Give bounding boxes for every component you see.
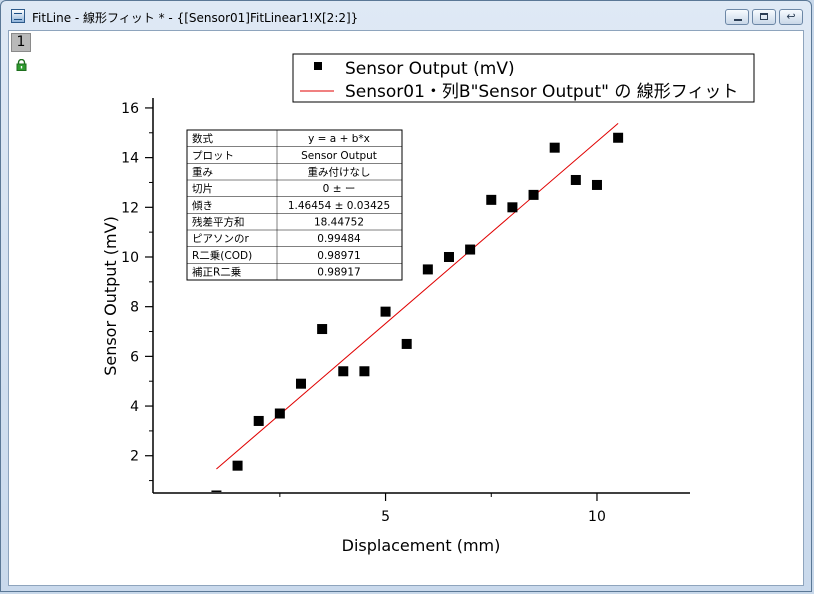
restore-button[interactable]: [779, 9, 803, 25]
y-tick-label: 2: [130, 449, 139, 465]
y-tick-label: 10: [121, 250, 139, 266]
legend-frame: [292, 53, 755, 103]
table-cell-value: 0.98917: [317, 267, 360, 279]
data-point[interactable]: [317, 324, 328, 335]
window-title: FitLine - 線形フィット * - {[Sensor01]FitLinea…: [32, 11, 359, 25]
x-tick-label: 10: [588, 509, 606, 525]
y-tick-label: 16: [121, 101, 139, 117]
window-controls: [725, 9, 803, 25]
x-axis-title: Displacement (mm): [342, 536, 501, 555]
layer-tab-1[interactable]: 1: [11, 33, 31, 52]
maximize-button[interactable]: [752, 9, 776, 25]
table-cell-key: 傾き: [192, 199, 213, 212]
data-point[interactable]: [380, 306, 391, 317]
fit-results-table[interactable]: 数式 y = a + b*x プロット Sensor Output 重み 重み付けなし切片…: [186, 129, 403, 281]
table-cell-key: 重み: [192, 166, 213, 179]
table-cell-value: Sensor Output: [301, 150, 377, 162]
table-cell-key: 数式: [192, 132, 213, 145]
legend-label-points: Sensor Output (mV): [345, 59, 515, 79]
data-point[interactable]: [443, 251, 454, 262]
y-axis-title: Sensor Output (mV): [101, 216, 120, 376]
table-cell-value: 0.99484: [317, 233, 361, 245]
table-cell-key: 残差平方和: [192, 216, 245, 229]
table-cell-key: 切片: [192, 182, 213, 195]
graph-window-icon[interactable]: [11, 9, 25, 23]
legend[interactable]: Sensor Output (mV) Sensor01・列B"Sensor Ou…: [292, 53, 755, 103]
lock-icon[interactable]: [16, 59, 27, 71]
data-point[interactable]: [591, 179, 602, 190]
table-cell-key: プロット: [192, 150, 234, 162]
y-tick-label: 6: [130, 349, 139, 365]
y-tick-label: 8: [130, 300, 139, 316]
data-point[interactable]: [549, 142, 560, 153]
data-point[interactable]: [401, 338, 412, 349]
table-cell-key: 補正R二乗: [192, 266, 242, 279]
table-cell-value: 重み付けなし: [308, 166, 371, 179]
table-cell-value: 1.46454 ± 0.03425: [288, 200, 390, 212]
data-point[interactable]: [295, 378, 306, 389]
legend-marker-square: [314, 62, 322, 70]
data-point[interactable]: [528, 189, 539, 200]
table-cell-key: R二乗(COD): [192, 250, 252, 262]
x-tick-label: 5: [381, 509, 390, 525]
y-tick-label: 12: [121, 200, 139, 216]
data-point[interactable]: [253, 415, 264, 426]
table-cell-key: ピアソンのr: [192, 233, 249, 245]
table-cell-value: 0 ± ー: [323, 183, 356, 195]
legend-label-fit: Sensor01・列B"Sensor Output" の 線形フィット: [345, 82, 738, 102]
title-bar[interactable]: FitLine - 線形フィット * - {[Sensor01]FitLinea…: [1, 1, 811, 31]
data-points[interactable]: [211, 132, 624, 492]
data-point[interactable]: [422, 264, 433, 275]
axes: [152, 98, 690, 494]
data-point[interactable]: [359, 366, 370, 377]
y-tick-label: 4: [130, 399, 139, 415]
data-point[interactable]: [507, 202, 518, 213]
chart-area[interactable]: Sensor Output (mV) Sensor01・列B"Sensor Ou…: [9, 31, 805, 587]
tick-group: 2 4 6 8 10 12 14 16 5 10: [121, 101, 606, 525]
table-frame: [186, 129, 403, 281]
data-point[interactable]: [338, 366, 349, 377]
table-cell-value: 0.98971: [317, 250, 360, 262]
y-tick-label: 14: [121, 151, 139, 167]
graph-page[interactable]: 1 Sensor Output (mV) Sensor01・列B"Sensor …: [8, 30, 804, 586]
table-cell-value: 18.44752: [314, 217, 364, 229]
data-point[interactable]: [486, 194, 497, 205]
data-point[interactable]: [232, 460, 243, 471]
minimize-button[interactable]: [725, 9, 749, 25]
data-point[interactable]: [613, 132, 624, 143]
data-point[interactable]: [211, 490, 222, 492]
data-point[interactable]: [570, 174, 581, 185]
data-point[interactable]: [274, 408, 285, 419]
data-point[interactable]: [465, 244, 476, 255]
table-cell-value: y = a + b*x: [308, 133, 370, 145]
